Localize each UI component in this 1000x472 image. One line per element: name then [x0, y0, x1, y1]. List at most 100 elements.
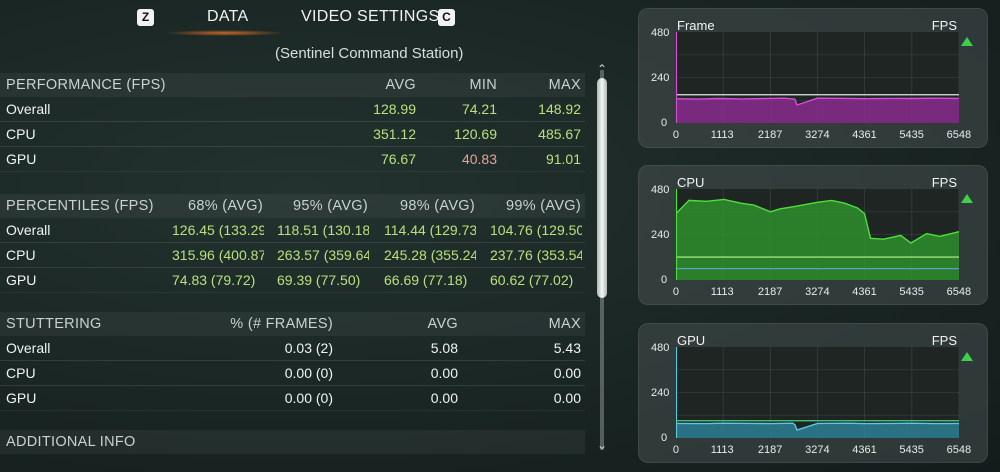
z-key-hint[interactable]: Z — [137, 9, 154, 26]
table-row: CPU 351.12 120.69 485.67 — [0, 122, 585, 147]
min-value: 120.69 — [454, 126, 497, 142]
pct-value: 0.03 (2) — [284, 340, 333, 356]
y-tick-label: 0 — [661, 432, 668, 444]
x-tick-label: 0 — [672, 129, 680, 141]
row-label: CPU — [6, 247, 36, 263]
additional-info-title: ADDITIONAL INFO — [6, 434, 136, 450]
header-max: MAX — [548, 77, 581, 93]
header-stutter-avg: AVG — [427, 316, 458, 332]
table-row: CPU 0.00 (0) 0.00 0.00 — [0, 361, 585, 386]
p95-value: 263.57 (359.64 — [277, 247, 369, 263]
triangle-up-icon — [961, 37, 973, 46]
avg-value: 351.12 — [373, 126, 416, 142]
tab-video-settings[interactable]: VIDEO SETTINGS — [301, 8, 440, 25]
y-tick-label: 0 — [661, 274, 668, 286]
chart-unit-label: FPS — [931, 333, 957, 348]
gpu-chart-plot — [676, 347, 959, 438]
x-tick-label: 4361 — [852, 129, 877, 141]
percentiles-section: PERCENTILES (FPS) 68% (AVG) 95% (AVG) 98… — [0, 194, 585, 293]
y-tick-label: 240 — [651, 229, 670, 241]
series-line — [676, 97, 959, 106]
top-tab-bar: Z DATA VIDEO SETTINGS C — [0, 0, 600, 36]
row-label: Overall — [6, 340, 51, 356]
p68-value: 315.96 (400.87 — [172, 247, 264, 263]
y-tick-label: 480 — [651, 27, 670, 39]
stuttering-header: STUTTERING % (# FRAMES) AVG MAX — [0, 312, 585, 336]
chart-title: Frame — [677, 18, 715, 33]
p95-value: 69.39 (77.50) — [277, 272, 361, 288]
p99-value: 60.62 (77.02) — [490, 272, 574, 288]
p98-value: 66.69 (77.18) — [384, 272, 468, 288]
row-label: GPU — [6, 272, 37, 288]
x-tick-label: 1113 — [710, 286, 734, 298]
percentiles-title: PERCENTILES (FPS) — [6, 198, 154, 214]
p98-value: 245.28 (355.24 — [384, 247, 476, 263]
header-min: MIN — [469, 77, 497, 93]
row-label: Overall — [6, 101, 51, 117]
triangle-up-icon — [961, 194, 973, 203]
additional-info-header[interactable]: ADDITIONAL INFO — [0, 430, 585, 454]
max-value: 148.92 — [538, 101, 581, 117]
table-row: Overall 126.45 (133.29 118.51 (130.18 11… — [0, 218, 585, 243]
series-area — [676, 199, 959, 280]
frame-chart-panel: Frame FPS 480 240 0 0 1113 2187 3274 4361 543… — [638, 8, 988, 148]
performance-header: PERFORMANCE (FPS) AVG MIN MAX — [0, 73, 585, 97]
x-tick-label: 4361 — [852, 286, 877, 298]
table-row: GPU 76.67 40.83 91.01 — [0, 147, 585, 172]
tab-data[interactable]: DATA — [207, 8, 249, 25]
avg-value: 128.99 — [373, 101, 416, 117]
header-99: 99% (AVG) — [506, 198, 581, 214]
table-row: Overall 128.99 74.21 148.92 — [0, 97, 585, 122]
table-row: GPU 0.00 (0) 0.00 0.00 — [0, 386, 585, 411]
cpu-chart-panel: CPU FPS 480 240 0 0 1113 2187 3274 4361 5435 6… — [638, 165, 988, 305]
chart-unit-label: FPS — [931, 18, 957, 33]
scroll-down-arrow[interactable]: ⌄ — [596, 438, 608, 452]
header-68: 68% (AVG) — [188, 198, 263, 214]
table-row: GPU 74.83 (79.72) 69.39 (77.50) 66.69 (7… — [0, 268, 585, 293]
table-row: Overall 0.03 (2) 5.08 5.43 — [0, 336, 585, 361]
p68-value: 126.45 (133.29 — [172, 222, 264, 238]
series-area — [676, 98, 959, 123]
y-tick-label: 480 — [651, 184, 670, 196]
x-tick-label: 3274 — [805, 286, 830, 298]
min-value: 40.83 — [461, 151, 497, 167]
cpu-chart-plot — [676, 189, 959, 280]
x-tick-label: 0 — [672, 444, 680, 456]
y-tick-label: 480 — [651, 342, 670, 354]
chart-unit-label: FPS — [931, 175, 957, 190]
header-avg: AVG — [385, 77, 416, 93]
active-tab-indicator — [165, 30, 285, 36]
header-pct-frames: % (# FRAMES) — [230, 316, 333, 332]
table-row: CPU 315.96 (400.87 263.57 (359.64 245.28… — [0, 243, 585, 268]
max-value: 5.43 — [553, 340, 581, 356]
row-label: CPU — [6, 126, 36, 142]
frame-chart-plot — [676, 32, 959, 123]
x-tick-label: 3274 — [805, 444, 830, 456]
x-tick-label: 2187 — [757, 129, 783, 141]
series-line — [676, 422, 959, 431]
row-label: Overall — [6, 222, 51, 238]
scrollbar-thumb[interactable] — [597, 78, 607, 298]
row-label: GPU — [6, 151, 37, 167]
c-key-hint[interactable]: C — [438, 9, 455, 26]
x-tick-label: 4361 — [852, 444, 877, 456]
y-tick-label: 240 — [651, 387, 670, 399]
avg-value: 76.67 — [380, 151, 416, 167]
row-label: GPU — [6, 390, 37, 406]
x-tick-label: 1113 — [710, 129, 734, 141]
x-tick-label: 2187 — [757, 286, 783, 298]
x-tick-label: 2187 — [757, 444, 783, 456]
row-label: CPU — [6, 365, 36, 381]
p99-value: 104.76 (129.50 — [490, 222, 582, 238]
x-tick-label: 0 — [672, 286, 680, 298]
header-95: 95% (AVG) — [293, 198, 368, 214]
gpu-chart-panel: GPU FPS 480 240 0 0 1113 2187 3274 4361 5435 6… — [638, 323, 988, 463]
stuttering-section: STUTTERING % (# FRAMES) AVG MAX Overall … — [0, 312, 585, 411]
header-stutter-max: MAX — [548, 316, 581, 332]
additional-info-section[interactable]: ADDITIONAL INFO — [0, 430, 585, 454]
x-tick-label: 5435 — [899, 286, 924, 298]
avg-value: 5.08 — [430, 340, 458, 356]
x-tick-label: 5435 — [899, 444, 924, 456]
p95-value: 118.51 (130.18 — [277, 222, 369, 238]
scroll-up-arrow[interactable]: ⌃ — [596, 62, 608, 76]
